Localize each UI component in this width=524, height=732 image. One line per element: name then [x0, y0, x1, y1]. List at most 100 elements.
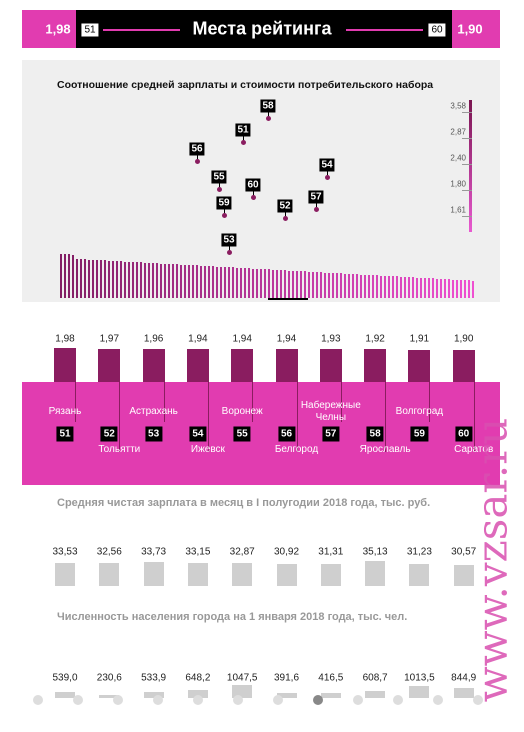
city-line [207, 382, 209, 452]
ratio-bar [452, 349, 475, 382]
strip-bar [156, 263, 158, 298]
strip-bar [160, 263, 162, 298]
page-dot[interactable] [73, 695, 83, 705]
strip-bar [104, 260, 106, 298]
strip-bar [404, 276, 406, 298]
strip-bar [400, 276, 402, 298]
strip-bar [340, 273, 342, 298]
page-dot[interactable] [113, 695, 123, 705]
legend-label: 1,80 [450, 179, 466, 189]
page-dot[interactable] [433, 695, 443, 705]
city-name: Тольятти [98, 444, 141, 455]
legend-tick [462, 138, 472, 139]
pin-dot [194, 159, 200, 164]
strip-bar [408, 277, 410, 298]
ratio-bar [408, 349, 431, 382]
pin-dot [226, 250, 232, 255]
population-label: 533,9 [141, 672, 167, 684]
section-title: Численность населения города на 1 января… [57, 611, 408, 623]
header-line [346, 29, 423, 31]
salary-bar [365, 561, 386, 586]
city-line [296, 382, 298, 452]
strip-bar [416, 277, 418, 298]
legend-label: 3,58 [450, 101, 466, 111]
population-bar [453, 687, 474, 698]
page-dot[interactable] [393, 695, 403, 705]
strip-bar [464, 280, 466, 298]
city-rank: 58 [366, 426, 384, 442]
pin-label: 55 [211, 170, 227, 184]
ratio-bar [319, 349, 342, 382]
ratio-label: 1,94 [276, 333, 297, 345]
strip-bar [412, 277, 414, 298]
pin-stem [223, 209, 225, 215]
strip-bar [248, 268, 250, 298]
strip-bar [436, 278, 438, 298]
page-dot[interactable] [33, 695, 43, 705]
strip-bar [312, 271, 314, 298]
strip-bar [452, 279, 454, 298]
salary-bar [187, 562, 208, 586]
pin-label: 54 [319, 158, 335, 172]
page-dot[interactable] [193, 695, 203, 705]
strip-bar [96, 259, 98, 298]
page-dot[interactable] [233, 695, 243, 705]
strip-bar [124, 261, 126, 298]
strip-bar [336, 273, 338, 298]
salary-bar [409, 564, 430, 586]
city-rank: 52 [100, 426, 118, 442]
city-name: Ярославль [359, 444, 411, 455]
legend-tick [462, 112, 472, 113]
pin-label: 51 [235, 123, 251, 137]
page-dot[interactable] [473, 695, 483, 705]
strip-bar [264, 269, 266, 298]
strip-bar [428, 278, 430, 298]
strip-bar [216, 266, 218, 298]
strip-bar [424, 278, 426, 298]
legend-label: 2,87 [450, 127, 466, 137]
pin-stem [284, 212, 286, 218]
salary-label: 30,92 [273, 546, 300, 558]
legend-tick [462, 190, 472, 191]
strip-bar [316, 272, 318, 298]
strip-bar [392, 276, 394, 298]
city-rank: 54 [189, 426, 207, 442]
city-rank: 59 [410, 426, 428, 442]
page-dot[interactable] [353, 695, 363, 705]
ratio-bar [231, 349, 254, 382]
strip-bar [224, 267, 226, 298]
pin-stem [326, 171, 328, 177]
salary-label: 32,87 [229, 546, 255, 558]
strip-bar [132, 261, 134, 298]
pin-stem [196, 155, 198, 161]
strip-bar [136, 262, 138, 298]
pin-label: 60 [245, 178, 261, 192]
legend-bar [469, 100, 472, 232]
ratio-label: 1,94 [188, 333, 208, 345]
strip-bar [300, 271, 302, 298]
strip-bar [320, 272, 322, 298]
city-line [340, 382, 342, 422]
strip-bar [232, 267, 234, 298]
salary-label: 35,13 [362, 546, 388, 558]
strip-bar [116, 261, 118, 298]
page-dot[interactable] [313, 695, 323, 705]
strip-bar [260, 269, 262, 298]
pin-label: 59 [216, 196, 232, 210]
salary-label: 32,56 [96, 546, 122, 558]
page-dot[interactable] [153, 695, 163, 705]
strip-underline [268, 298, 308, 300]
strip-bar [288, 270, 290, 298]
city-line [119, 382, 121, 452]
salary-label: 33,53 [52, 546, 78, 558]
strip-bar [380, 275, 382, 298]
strip-bar [128, 261, 130, 298]
strip-bar [276, 269, 278, 298]
strip-bar [204, 265, 206, 298]
page-dot[interactable] [273, 695, 283, 705]
salary-bar [320, 564, 341, 586]
population-bar [365, 690, 386, 698]
strip-bar [460, 280, 462, 298]
pin-label: 53 [221, 233, 237, 247]
ratio-label: 1,96 [143, 333, 164, 345]
